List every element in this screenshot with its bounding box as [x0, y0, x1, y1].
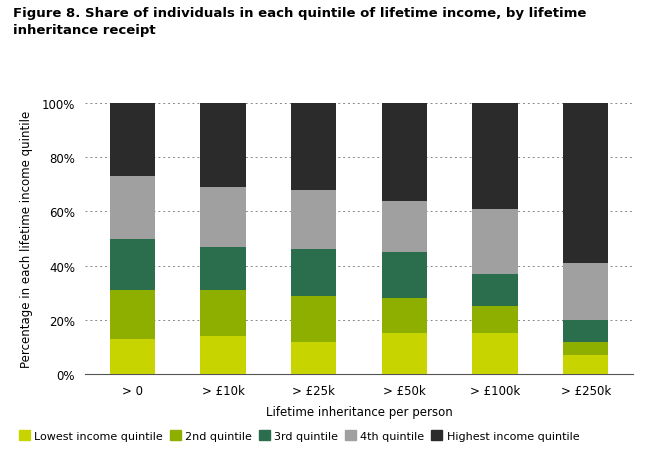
Bar — [291, 190, 336, 250]
Bar — [110, 339, 155, 374]
Bar — [291, 296, 336, 342]
Bar — [200, 290, 246, 336]
Bar — [563, 355, 609, 374]
Bar — [382, 253, 427, 299]
Y-axis label: Percentage in each lifetime income quintile: Percentage in each lifetime income quint… — [20, 110, 33, 368]
Bar — [200, 188, 246, 247]
Bar — [200, 336, 246, 374]
Bar — [563, 263, 609, 320]
Bar — [473, 307, 518, 334]
Bar — [291, 104, 336, 190]
Bar — [110, 177, 155, 239]
Bar — [382, 299, 427, 334]
Bar — [382, 104, 427, 201]
Bar — [291, 250, 336, 296]
Bar — [382, 201, 427, 253]
X-axis label: Lifetime inheritance per person: Lifetime inheritance per person — [266, 405, 453, 418]
Bar — [200, 247, 246, 290]
Bar — [563, 104, 609, 263]
Bar — [473, 334, 518, 374]
Legend: Lowest income quintile, 2nd quintile, 3rd quintile, 4th quintile, Highest income: Lowest income quintile, 2nd quintile, 3r… — [19, 431, 579, 441]
Bar — [473, 274, 518, 307]
Bar — [473, 104, 518, 209]
Bar — [200, 104, 246, 188]
Bar — [110, 239, 155, 290]
Bar — [110, 290, 155, 339]
Bar — [563, 320, 609, 342]
Text: Figure 8. Share of individuals in each quintile of lifetime income, by lifetime
: Figure 8. Share of individuals in each q… — [13, 7, 586, 37]
Bar — [382, 334, 427, 374]
Bar — [291, 342, 336, 374]
Bar — [110, 104, 155, 177]
Bar — [563, 342, 609, 355]
Bar — [473, 209, 518, 274]
